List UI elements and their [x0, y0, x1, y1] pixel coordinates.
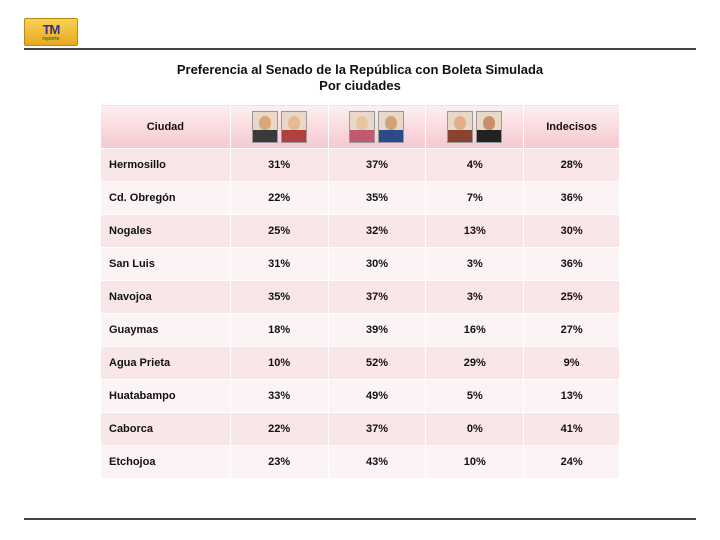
col-header-candidates-2	[328, 105, 426, 149]
value-cell: 30%	[328, 248, 426, 281]
table-row: Guaymas18%39%16%27%	[101, 314, 620, 347]
table-body: Hermosillo31%37%4%28%Cd. Obregón22%35%7%…	[101, 149, 620, 479]
value-cell: 31%	[230, 149, 328, 182]
value-cell: 37%	[328, 413, 426, 446]
col-header-candidates-3	[426, 105, 524, 149]
title-line-1: Preferencia al Senado de la República co…	[177, 62, 543, 77]
candidate-portrait	[349, 111, 375, 143]
value-cell: 35%	[230, 281, 328, 314]
value-cell: 5%	[426, 380, 524, 413]
value-cell: 35%	[328, 182, 426, 215]
table-row: Huatabampo33%49%5%13%	[101, 380, 620, 413]
value-cell: 7%	[426, 182, 524, 215]
value-cell: 22%	[230, 182, 328, 215]
value-cell: 52%	[328, 347, 426, 380]
value-cell: 39%	[328, 314, 426, 347]
table-row: Hermosillo31%37%4%28%	[101, 149, 620, 182]
city-cell: Cd. Obregón	[101, 182, 231, 215]
value-cell: 9%	[524, 347, 620, 380]
city-cell: Huatabampo	[101, 380, 231, 413]
value-cell: 31%	[230, 248, 328, 281]
page-title: Preferencia al Senado de la República co…	[0, 62, 720, 95]
candidate-portrait	[476, 111, 502, 143]
logo-main: TM	[43, 23, 60, 36]
table-row: San Luis31%30%3%36%	[101, 248, 620, 281]
value-cell: 30%	[524, 215, 620, 248]
city-cell: Navojoa	[101, 281, 231, 314]
value-cell: 3%	[426, 281, 524, 314]
divider-bottom	[24, 518, 696, 520]
col-header-candidates-1	[230, 105, 328, 149]
value-cell: 27%	[524, 314, 620, 347]
value-cell: 25%	[230, 215, 328, 248]
city-cell: Hermosillo	[101, 149, 231, 182]
value-cell: 0%	[426, 413, 524, 446]
city-cell: Nogales	[101, 215, 231, 248]
value-cell: 22%	[230, 413, 328, 446]
value-cell: 36%	[524, 248, 620, 281]
candidate-portrait	[378, 111, 404, 143]
value-cell: 18%	[230, 314, 328, 347]
city-cell: San Luis	[101, 248, 231, 281]
table-row: Etchojoa23%43%10%24%	[101, 446, 620, 479]
value-cell: 32%	[328, 215, 426, 248]
logo-sub: reporte	[42, 37, 59, 42]
value-cell: 29%	[426, 347, 524, 380]
table-row: Agua Prieta10%52%29%9%	[101, 347, 620, 380]
value-cell: 16%	[426, 314, 524, 347]
candidate-portrait	[447, 111, 473, 143]
title-line-2: Por ciudades	[319, 78, 401, 93]
col-header-indecisos: Indecisos	[524, 105, 620, 149]
candidate-portrait	[281, 111, 307, 143]
brand-logo: TM reporte	[24, 18, 78, 46]
city-cell: Caborca	[101, 413, 231, 446]
value-cell: 13%	[426, 215, 524, 248]
table-row: Caborca22%37%0%41%	[101, 413, 620, 446]
candidate-group-1	[231, 111, 328, 143]
table-header-row: Ciudad Indecisos	[101, 105, 620, 149]
value-cell: 41%	[524, 413, 620, 446]
results-table: Ciudad Indecisos Hermosillo31%37%4%28%Cd…	[100, 104, 620, 479]
value-cell: 25%	[524, 281, 620, 314]
value-cell: 28%	[524, 149, 620, 182]
value-cell: 13%	[524, 380, 620, 413]
results-table-wrap: Ciudad Indecisos Hermosillo31%37%4%28%Cd…	[100, 104, 620, 479]
value-cell: 24%	[524, 446, 620, 479]
table-row: Nogales25%32%13%30%	[101, 215, 620, 248]
candidate-group-2	[329, 111, 426, 143]
value-cell: 37%	[328, 281, 426, 314]
value-cell: 3%	[426, 248, 524, 281]
table-row: Cd. Obregón22%35%7%36%	[101, 182, 620, 215]
table-row: Navojoa35%37%3%25%	[101, 281, 620, 314]
city-cell: Guaymas	[101, 314, 231, 347]
value-cell: 10%	[230, 347, 328, 380]
value-cell: 23%	[230, 446, 328, 479]
divider-top	[24, 48, 696, 50]
value-cell: 43%	[328, 446, 426, 479]
candidate-portrait	[252, 111, 278, 143]
city-cell: Agua Prieta	[101, 347, 231, 380]
value-cell: 4%	[426, 149, 524, 182]
value-cell: 36%	[524, 182, 620, 215]
candidate-group-3	[426, 111, 523, 143]
col-header-city: Ciudad	[101, 105, 231, 149]
value-cell: 10%	[426, 446, 524, 479]
value-cell: 37%	[328, 149, 426, 182]
value-cell: 49%	[328, 380, 426, 413]
value-cell: 33%	[230, 380, 328, 413]
city-cell: Etchojoa	[101, 446, 231, 479]
